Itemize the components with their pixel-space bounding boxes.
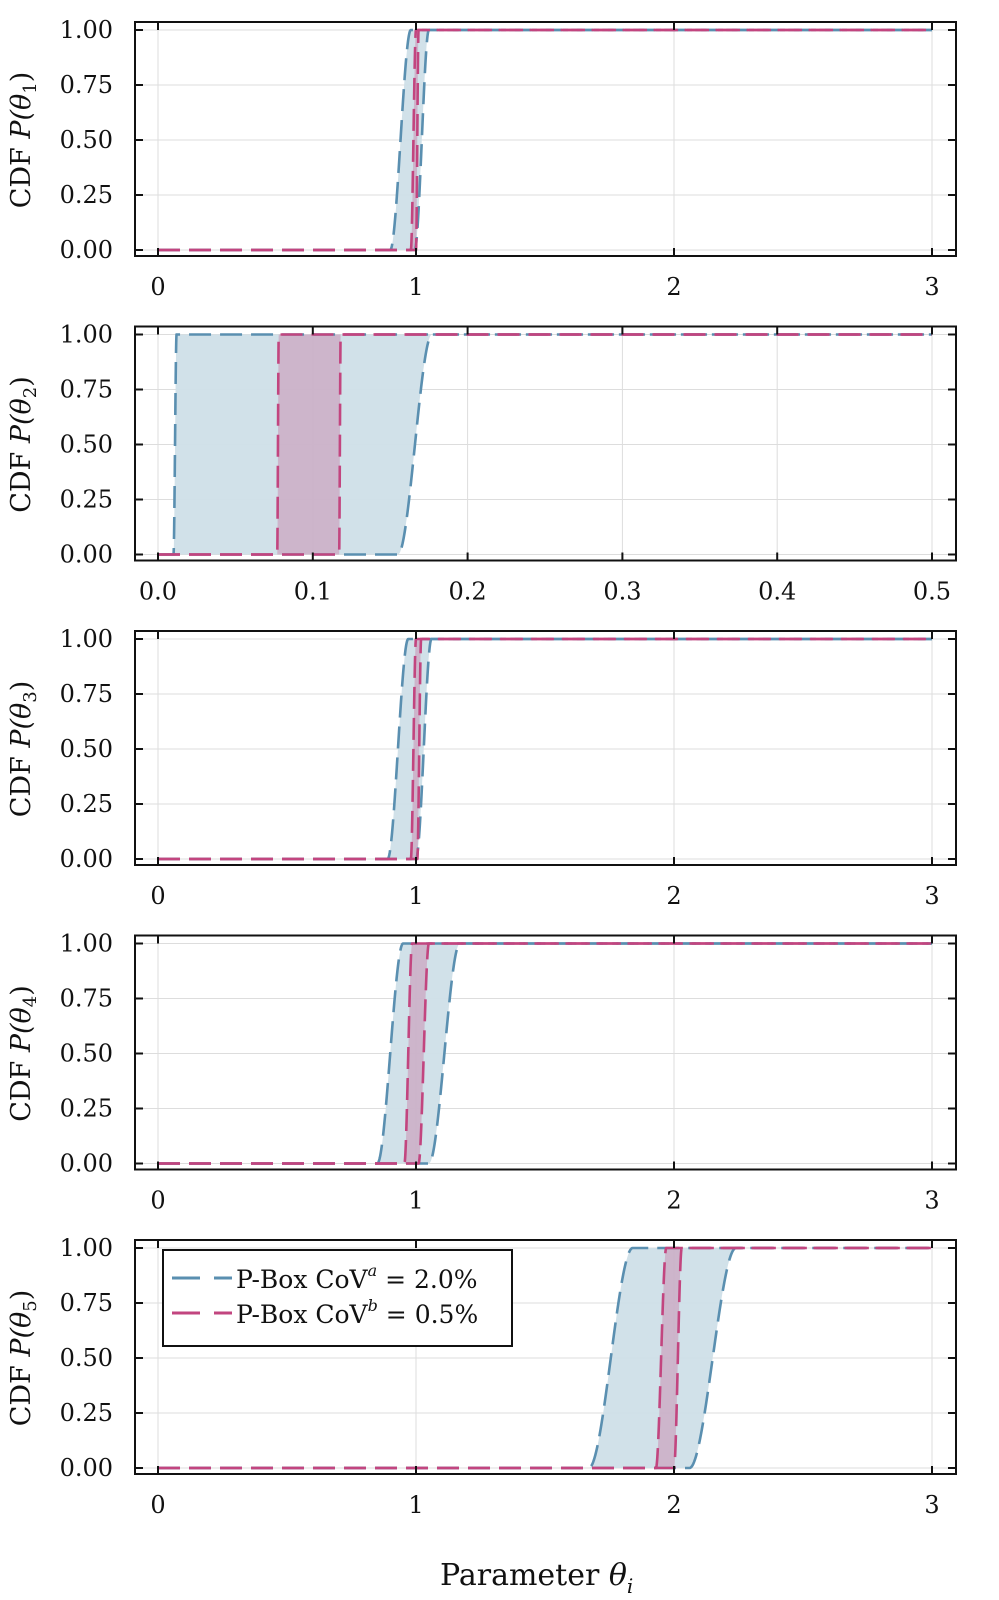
y-tick-label: 0.00	[60, 541, 113, 569]
y-tick-label: 0.75	[60, 1289, 113, 1317]
panel-1: 0 1 2 3 0.00 0.25 0.50 0.75 1.00 CDF P(θ1)	[6, 16, 957, 301]
y-axis-label: CDF P(θ1)	[6, 72, 41, 209]
x-tick-label: 2	[666, 882, 681, 910]
y-tick-label: 0.75	[60, 985, 113, 1013]
x-tick-label: 0	[150, 1491, 165, 1519]
y-tick-label: 0.00	[60, 1454, 113, 1482]
axes-frame	[134, 934, 957, 1171]
y-axis-label: CDF P(θ2)	[6, 376, 41, 513]
legend-box	[162, 1249, 513, 1347]
x-tick-label: 1	[408, 1491, 423, 1519]
y-tick-label: 0.75	[60, 376, 113, 404]
y-axis-label: CDF P(θ3)	[6, 681, 41, 818]
y-tick-label: 0.25	[60, 790, 113, 818]
x-tick-label: 0.2	[449, 578, 487, 606]
y-axis-label: CDF P(θ4)	[6, 985, 41, 1122]
panel-3: 0 1 2 3 0.00 0.25 0.50 0.75 1.00 CDF P(θ3)	[6, 625, 957, 910]
y-tick-label: 1.00	[60, 625, 113, 653]
y-tick-label: 0.75	[60, 71, 113, 99]
x-tick-label: 0	[150, 273, 165, 301]
y-tick-label: 1.00	[60, 930, 113, 958]
x-tick-label: 3	[924, 882, 939, 910]
x-tick-label: 1	[408, 1187, 423, 1215]
pink-upper-bound-line	[158, 28, 932, 252]
y-axis-label: CDF P(θ5)	[6, 1290, 41, 1427]
y-tick-label: 0.25	[60, 1095, 113, 1123]
x-tick-label: 0.5	[913, 578, 951, 606]
legend: P-Box CoVa = 2.0%P-Box CoVb = 0.5%	[162, 1249, 513, 1347]
y-tick-label: 0.50	[60, 735, 113, 763]
y-tick-label: 1.00	[60, 1234, 113, 1262]
y-tick-label: 0.25	[60, 486, 113, 514]
legend-label-blue: P-Box CoVa = 2.0%	[236, 1261, 478, 1294]
legend-label-pink: P-Box CoVb = 0.5%	[236, 1296, 478, 1329]
pink-upper-bound-line	[158, 942, 932, 1165]
x-tick-label: 0.0	[139, 578, 177, 606]
blue-pbox-fill	[158, 334, 932, 555]
y-tick-label: 0.50	[60, 1344, 113, 1372]
x-axis-label: Parameter θi	[440, 1558, 633, 1598]
x-tick-label: 0	[150, 882, 165, 910]
y-tick-label: 0.00	[60, 845, 113, 873]
y-tick-label: 1.00	[60, 16, 113, 44]
x-tick-label: 1	[408, 882, 423, 910]
x-tick-label: 0	[150, 1187, 165, 1215]
x-tick-label: 3	[924, 273, 939, 301]
pink-pbox-fill	[158, 334, 932, 555]
axes-frame	[134, 630, 957, 866]
y-tick-label: 1.00	[60, 321, 113, 349]
y-tick-label: 0.25	[60, 1399, 113, 1427]
axes-frame	[134, 21, 957, 257]
panel-5: 0 1 2 3 0.00 0.25 0.50 0.75 1.00 CDF P(θ5)	[6, 1234, 957, 1519]
x-tick-label: 2	[666, 1491, 681, 1519]
y-tick-label: 0.75	[60, 680, 113, 708]
x-tick-label: 0.3	[603, 578, 641, 606]
x-tick-label: 2	[666, 273, 681, 301]
y-tick-label: 0.50	[60, 431, 113, 459]
x-tick-label: 3	[924, 1187, 939, 1215]
pink-upper-bound-line	[158, 333, 932, 556]
panel-4: 0 1 2 3 0.00 0.25 0.50 0.75 1.00 CDF P(θ4)	[6, 930, 957, 1215]
y-tick-label: 0.50	[60, 1040, 113, 1068]
pink-upper-bound-line	[158, 637, 932, 861]
y-tick-label: 0.50	[60, 126, 113, 154]
x-tick-label: 1	[408, 273, 423, 301]
x-tick-label: 0.4	[758, 578, 796, 606]
y-tick-label: 0.00	[60, 1150, 113, 1178]
x-tick-label: 3	[924, 1491, 939, 1519]
x-tick-label: 0.1	[294, 578, 332, 606]
pink-upper-bound-line	[158, 1246, 932, 1470]
y-tick-label: 0.00	[60, 236, 113, 264]
y-tick-label: 0.25	[60, 181, 113, 209]
x-tick-label: 2	[666, 1187, 681, 1215]
panel-2: 0.0 0.1 0.2 0.3 0.4 0.5 0.00 0.25 0.50 0.75 1.00 CD…	[6, 321, 957, 606]
